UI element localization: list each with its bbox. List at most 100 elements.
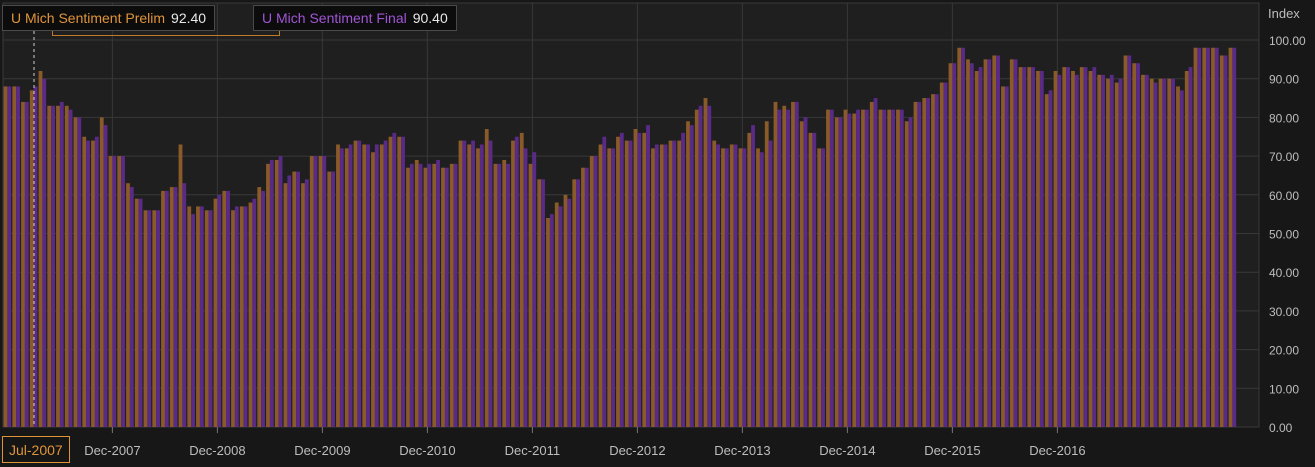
y-tick-label: 60.00 [1269,189,1299,203]
bar-prelim [843,109,848,427]
bar-final [16,86,20,427]
bar-prelim [861,109,865,427]
bar-prelim [1079,67,1084,427]
bar-final [611,148,615,428]
bar-prelim [896,109,900,427]
bar-prelim [134,198,139,427]
bar-prelim [1193,47,1198,428]
bar-final [1066,67,1070,427]
bar-final [934,94,939,428]
bar-prelim [948,63,953,427]
bar-final [506,163,510,427]
y-tick-label: 100.00 [1269,34,1306,48]
bar-prelim [73,117,78,428]
bar-prelim [441,167,445,427]
bar-final [304,179,309,427]
bar-final [1206,47,1210,428]
bar-prelim [309,156,314,427]
y-tick-label: 20.00 [1269,344,1299,358]
bar-prelim [47,105,52,427]
bar-prelim [939,82,944,427]
x-tick-label: Dec-2015 [924,443,980,458]
bar-prelim [747,132,752,427]
bar-prelim [1132,63,1137,427]
bar-final [628,140,633,427]
bar-final [847,113,852,427]
bar-prelim [99,117,104,428]
bar-prelim [423,167,428,427]
bar-final [409,163,414,427]
bar-final [488,140,493,427]
bar-prelim [852,113,857,427]
bar-final [1039,70,1044,428]
bar-final [208,210,213,427]
bar-prelim [213,198,218,427]
bar-final [497,163,502,427]
bar-final [427,163,432,427]
bar-final [969,63,974,427]
bar-final [532,152,537,428]
bar-final [821,148,825,428]
bar-final [444,167,449,427]
bar-prelim [607,148,612,428]
bar-final [1031,67,1035,427]
bar-prelim [1001,86,1005,427]
bar-final [987,59,992,427]
bar-final [252,198,257,427]
bar-prelim [493,163,498,427]
bar-final [996,55,1000,427]
bar-prelim [1044,94,1049,428]
bar-prelim [379,144,384,428]
bar-final [1136,63,1140,427]
bar-prelim [686,121,690,428]
bar-prelim [694,109,699,427]
bar-final [908,117,913,428]
legend-prelim[interactable]: U Mich Sentiment Prelim 92.40 [2,5,216,31]
bar-prelim [537,179,542,427]
legend-overlay-bracket [52,31,280,36]
bar-prelim [712,140,717,427]
cursor-date-label: Jul-2007 [2,436,70,463]
bar-prelim [677,140,682,427]
bar-final [1179,90,1184,427]
bar-final [952,63,957,427]
bar-prelim [1158,78,1163,427]
x-tick-label: Dec-2014 [819,443,875,458]
bar-prelim [336,144,340,428]
bar-final [1197,47,1202,428]
bar-final [42,78,47,427]
bar-prelim [239,206,244,427]
bar-prelim [878,109,883,427]
bar-prelim [1036,70,1040,428]
y-axis-label: Index [1268,6,1300,21]
bar-prelim [966,59,970,427]
bar-final [829,109,834,427]
legend-final-name: U Mich Sentiment Final [262,10,407,26]
bar-prelim [292,171,297,427]
bar-prelim [126,183,130,427]
bar-prelim [1123,55,1128,427]
y-tick-label: 0.00 [1269,421,1293,435]
bar-final [1127,55,1132,427]
bar-final [217,194,222,427]
bar-prelim [1141,74,1145,427]
y-tick-label: 90.00 [1269,73,1299,87]
bar-final [1171,78,1175,427]
bar-final [374,144,379,428]
bar-prelim [449,163,454,427]
bar-final [943,82,948,427]
bar-final [681,132,685,427]
bar-prelim [773,101,778,428]
bar-final [689,125,694,427]
bar-final [724,148,729,428]
bar-final [1188,67,1193,427]
bar-prelim [56,105,60,427]
bar-prelim [1219,55,1224,427]
legend-final[interactable]: U Mich Sentiment Final 90.40 [253,5,457,31]
bar-prelim [222,190,227,427]
bar-prelim [974,70,979,428]
bar-prelim [266,163,270,427]
bar-prelim [931,94,935,428]
bar-prelim [231,210,235,427]
